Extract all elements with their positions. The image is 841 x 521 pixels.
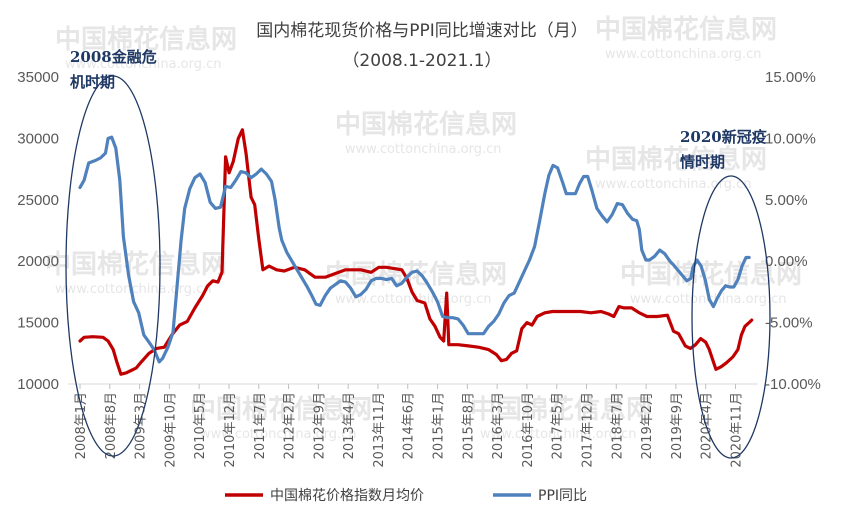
y-right-tick-label: -5.00% [765, 315, 813, 332]
watermark-main: 中国棉花信息网 [470, 394, 652, 425]
legend-label-cotton-price: 中国棉花价格指数月均价 [270, 487, 424, 504]
watermark-url: www.cottonchina.org.cn [335, 292, 492, 307]
watermark-url: www.cottonchina.org.cn [605, 47, 762, 62]
watermark-main: 中国棉花信息网 [585, 144, 767, 175]
annotation-2008-crisis: 2008金融危 [70, 48, 157, 66]
x-tick-label: 2020年11月 [729, 392, 744, 468]
watermark-main: 中国棉花信息网 [335, 109, 517, 140]
watermark-url: www.cottonchina.org.cn [595, 177, 752, 192]
x-tick-label: 2010年5月 [193, 392, 208, 459]
chart-title: 国内棉花现货价格与PPI同比增速对比（月） [256, 21, 588, 41]
y-left-tick-label: 25000 [17, 192, 59, 209]
y-right-tick-label: 0.00% [765, 253, 808, 270]
watermark-url: www.cottonchina.org.cn [55, 282, 212, 297]
x-tick-label: 2009年3月 [134, 392, 149, 459]
y-right-tick-label: -10.00% [765, 376, 821, 393]
y-axis-left: 35000 30000 25000 20000 15000 10000 [17, 69, 59, 393]
x-tick-label: 2019年2月 [640, 392, 655, 459]
x-tick-label: 2013年4月 [342, 392, 357, 459]
x-tick-label: 2012年9月 [312, 392, 327, 459]
y-right-tick-label: 10.00% [765, 130, 816, 147]
x-tick-label: 2008年1月 [74, 392, 89, 459]
x-tick-label: 2015年1月 [432, 392, 447, 459]
x-tick-label: 2016年3月 [491, 392, 506, 459]
x-tick-label: 2010年12月 [223, 392, 238, 468]
x-tick-label: 2008年8月 [104, 392, 119, 459]
watermark-url: www.cottonchina.org.cn [480, 427, 637, 442]
watermark-main: 中国棉花信息网 [595, 14, 777, 45]
x-tick-label: 2009年10月 [163, 392, 178, 468]
watermark-layer: 中国棉花信息网 www.cottonchina.org.cn 中国棉花信息网 www.… [45, 14, 802, 442]
x-tick-label: 2018年7月 [610, 392, 625, 459]
series-layer [78, 128, 754, 376]
x-tick-label: 2011年7月 [253, 392, 268, 459]
y-left-tick-label: 35000 [17, 69, 59, 86]
watermark-main: 中国棉花信息网 [325, 259, 507, 290]
series-line-cotton-price [78, 128, 754, 376]
watermark-url: www.cottonchina.org.cn [345, 142, 502, 157]
legend: 中国棉花价格指数月均价 PPI同比 [225, 487, 587, 504]
x-tick-label: 2020年4月 [700, 392, 715, 459]
chart-subtitle: （2008.1-2021.1） [342, 51, 501, 71]
x-tick-label: 2016年10月 [521, 392, 536, 468]
x-tick-label: 2017年12月 [581, 392, 596, 468]
y-axis-right: 15.00% 10.00% 5.00% 0.00% -5.00% -10.00% [765, 69, 821, 393]
watermark-main: 中国棉花信息网 [620, 259, 802, 290]
y-left-tick-label: 20000 [17, 253, 59, 270]
ellipse-2008-crisis [65, 75, 161, 457]
legend-label-ppi: PPI同比 [538, 488, 587, 504]
series-line-ppi [78, 135, 751, 364]
y-left-tick-label: 30000 [17, 130, 59, 147]
x-tick-label: 2019年9月 [670, 392, 685, 459]
annotation-2020-covid: 2020新冠疫 [680, 128, 767, 146]
watermark-url: www.cottonchina.org.cn [65, 57, 222, 72]
watermark-main: 中国棉花信息网 [190, 394, 372, 425]
y-left-tick-label: 10000 [17, 376, 59, 393]
y-right-tick-label: 5.00% [765, 192, 808, 209]
annotation-2008-crisis: 机时期 [70, 73, 115, 91]
ellipse-2020-covid [691, 175, 771, 459]
annotation-2020-covid: 情时期 [680, 153, 725, 171]
x-tick-label: 2013年11月 [372, 392, 387, 468]
x-tick-label: 2015年8月 [461, 392, 476, 459]
x-tick-label: 2017年5月 [551, 392, 566, 459]
watermark-main: 中国棉花信息网 [45, 249, 227, 280]
x-tick-label: 2012年2月 [283, 392, 298, 459]
x-tick-label: 2014年6月 [402, 392, 417, 459]
watermark-url: www.cottonchina.org.cn [200, 427, 357, 442]
y-left-tick-label: 15000 [17, 315, 59, 332]
y-right-tick-label: 15.00% [765, 69, 816, 86]
x-axis-ticks: 2008年1月 2008年8月 2009年3月 2009年10月 2010年5月 2010… [74, 384, 744, 468]
watermark-main: 中国棉花信息网 [55, 24, 237, 55]
